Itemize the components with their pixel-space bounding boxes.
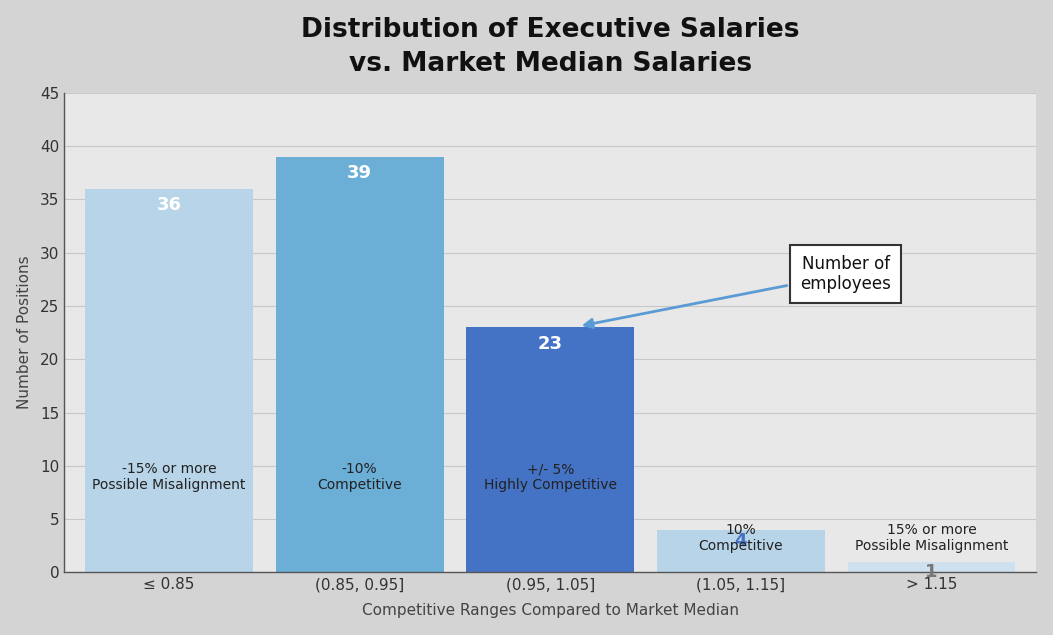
Y-axis label: Number of Positions: Number of Positions (17, 256, 32, 410)
Bar (276, 157, 443, 572)
Text: +/- 5%
Highly Competitive: +/- 5% Highly Competitive (483, 462, 617, 493)
Bar (848, 562, 1015, 572)
Text: 36: 36 (157, 196, 181, 214)
Bar (85, 189, 253, 572)
Title: Distribution of Executive Salaries
vs. Market Median Salaries: Distribution of Executive Salaries vs. M… (301, 17, 799, 77)
Text: 1: 1 (926, 563, 938, 581)
Text: 15% or more
Possible Misalignment: 15% or more Possible Misalignment (855, 523, 1008, 553)
Text: 4: 4 (735, 532, 748, 550)
Text: -15% or more
Possible Misalignment: -15% or more Possible Misalignment (93, 462, 245, 493)
Text: 39: 39 (347, 164, 372, 182)
Text: -10%
Competitive: -10% Competitive (317, 462, 402, 493)
Bar (466, 327, 634, 572)
Text: 23: 23 (538, 335, 562, 353)
Text: Number of
employees: Number of employees (584, 255, 891, 328)
X-axis label: Competitive Ranges Compared to Market Median: Competitive Ranges Compared to Market Me… (362, 603, 739, 618)
Bar (657, 530, 824, 572)
Text: 10%
Competitive: 10% Competitive (698, 523, 783, 553)
